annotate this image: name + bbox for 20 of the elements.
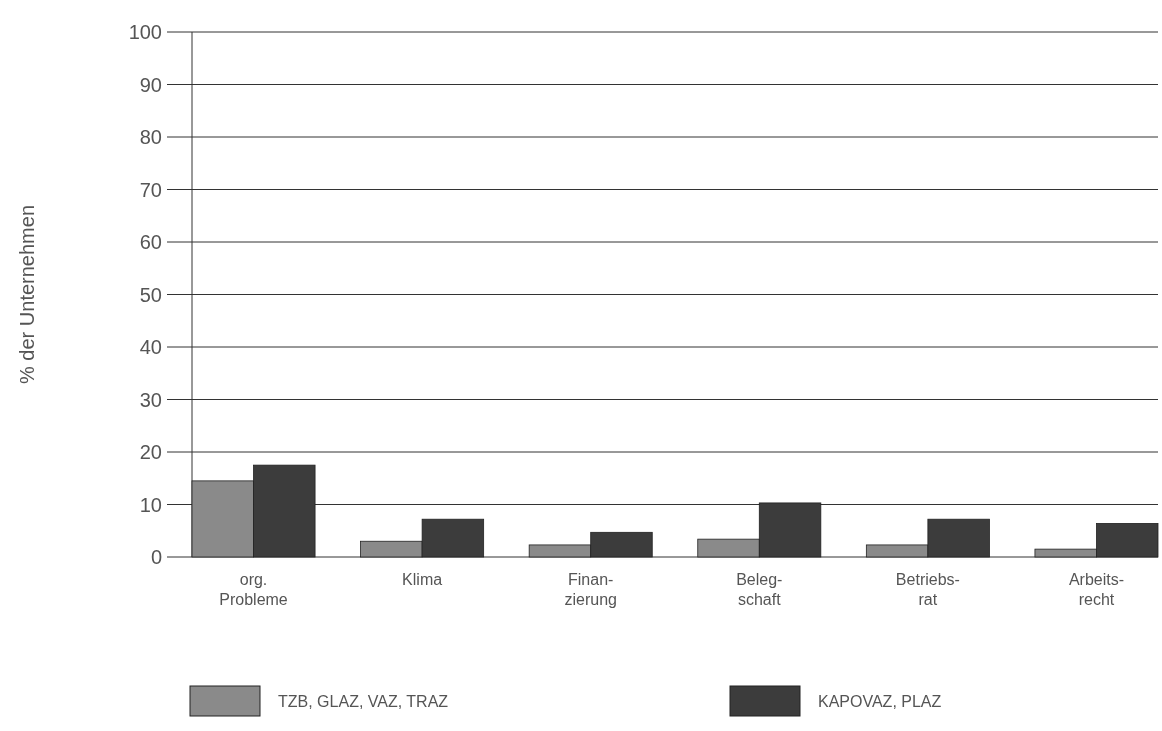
x-tick-label: Beleg- schaft <box>736 571 783 608</box>
y-tick-label: 80 <box>139 126 162 148</box>
y-tick-label: 100 <box>128 21 162 43</box>
y-tick-label: 60 <box>139 231 162 253</box>
x-tick-label: org. Probleme <box>219 571 288 608</box>
y-tick-label: 40 <box>139 336 162 358</box>
y-tick-label: 90 <box>139 73 162 96</box>
legend-label: TZB, GLAZ, VAZ, TRAZ <box>278 692 449 710</box>
y-axis-title: % der Unternehmen <box>16 205 38 384</box>
y-tick-label: 0 <box>150 546 162 568</box>
x-tick-label: Betriebs- rat <box>895 571 960 608</box>
y-tick-label: 20 <box>139 441 162 463</box>
y-tick-label: 10 <box>139 493 162 516</box>
x-tick-label: Klima <box>402 571 443 588</box>
x-tick-label: Finan- zierung <box>564 571 617 608</box>
y-tick-label: 30 <box>139 388 162 411</box>
y-tick-label: 70 <box>139 178 162 201</box>
x-tick-label: Arbeits- recht <box>1068 571 1125 608</box>
y-tick-label: 50 <box>139 283 162 306</box>
legend-label: KAPOVAZ, PLAZ <box>818 692 942 710</box>
